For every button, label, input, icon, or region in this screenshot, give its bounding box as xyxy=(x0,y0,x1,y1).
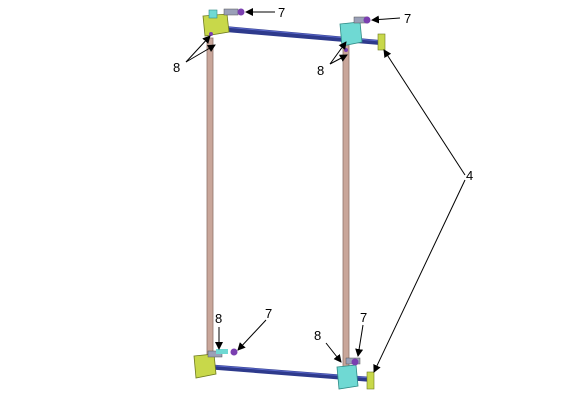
left-rod xyxy=(206,37,214,364)
right-rod xyxy=(342,44,350,371)
label-8-top-right: 8 xyxy=(317,63,324,78)
label-8-bottom-left: 8 xyxy=(215,311,222,326)
label-7-top-left: 7 xyxy=(278,5,285,20)
leader-4-bottom xyxy=(373,179,466,373)
label-7-top-right: 7 xyxy=(404,11,411,26)
leader-8-top-right-a xyxy=(329,41,347,65)
leader-8-top-left-b xyxy=(185,44,216,63)
leader-8-top-left-a xyxy=(185,35,211,63)
label-4: 4 xyxy=(466,168,473,183)
leader-lines xyxy=(185,8,466,373)
leader-4-top xyxy=(383,49,466,176)
leader-8-top-right-b xyxy=(329,54,348,65)
label-8-top-left: 8 xyxy=(173,60,180,75)
top-right-bracket xyxy=(339,16,386,52)
label-8-bottom-right: 8 xyxy=(314,328,321,343)
leader-7-top-right xyxy=(371,15,401,24)
leader-8-bottom-right xyxy=(325,342,342,363)
bottom-left-bracket xyxy=(193,348,238,379)
label-7-bottom-left: 7 xyxy=(265,306,272,321)
leader-7-bottom-right xyxy=(355,324,364,357)
top-left-bracket xyxy=(202,8,245,37)
bottom-right-bracket xyxy=(336,357,375,390)
label-7-bottom-right: 7 xyxy=(360,310,367,325)
leader-7-bottom-left xyxy=(237,319,267,351)
